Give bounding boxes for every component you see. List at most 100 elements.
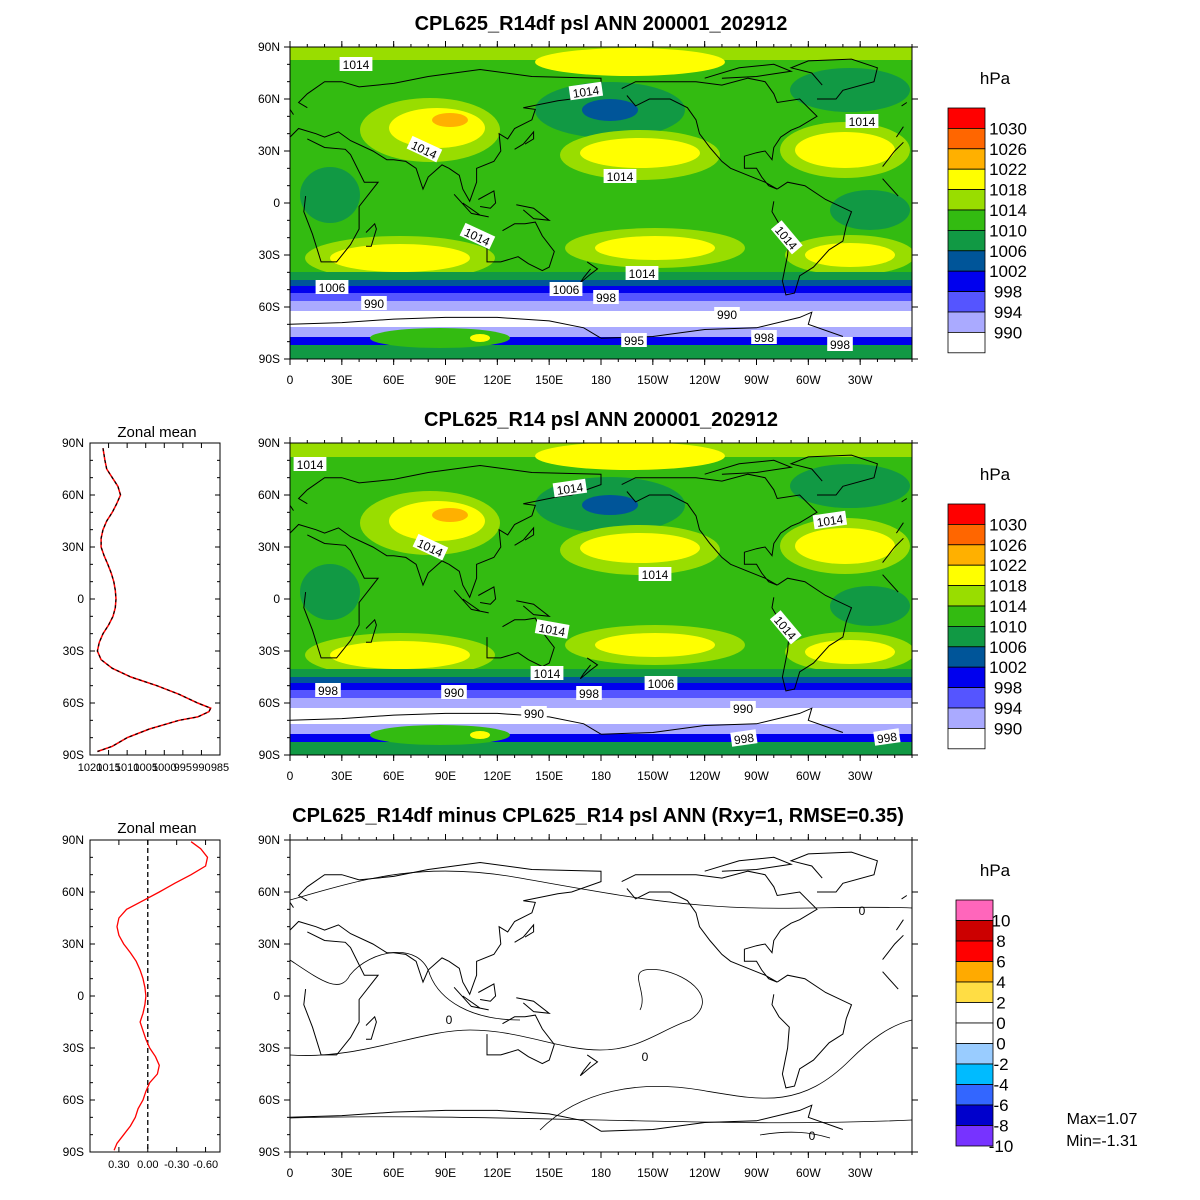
lat-tick-label: 30S	[259, 644, 280, 658]
lon-tick-label: 0	[287, 1166, 294, 1180]
contour-label-bg	[293, 457, 327, 471]
panel-2: CPL625_R14 psl ANN 200001_202912	[258, 409, 1027, 783]
contour-label: 0	[859, 904, 866, 918]
contour-label: 990	[361, 296, 387, 311]
contour-label: 998	[576, 686, 602, 701]
contour-label-bg	[845, 114, 879, 128]
colorbar-label: 1022	[989, 556, 1027, 575]
colorbar-swatch	[947, 229, 986, 252]
coastline	[882, 141, 904, 167]
contour-label-text: 998	[830, 338, 850, 352]
colorbar-label: 2	[996, 994, 1005, 1013]
lon-tick-label: 60E	[383, 769, 404, 783]
colorbar-label: -4	[993, 1076, 1008, 1095]
panel-3-map-axes: 90N 60N 30N 0 30S 60S 90S 0 30E 60E 90E 120E 150E 180…	[258, 833, 918, 1180]
colorbar-swatch	[947, 544, 986, 566]
contour-label-bg	[644, 676, 678, 690]
coastline	[579, 261, 599, 284]
coastline	[290, 712, 602, 735]
contour-label-bg	[521, 706, 547, 720]
lat-tick-label: 90S	[259, 748, 280, 762]
zm-lat-label: 30N	[62, 937, 84, 951]
contour-label-text: 1014	[642, 568, 669, 582]
contour-label-bg	[621, 333, 647, 347]
contour-label-text: 998	[733, 731, 755, 748]
lon-tick-label: 30W	[848, 373, 873, 387]
colorbar-label: 6	[996, 953, 1005, 972]
lon-tick-label: 150W	[637, 769, 669, 783]
contour-label-text: 0	[446, 1013, 453, 1027]
contour-label-text: 990	[717, 308, 737, 322]
colorbar-swatch	[947, 646, 986, 668]
colorbar-swatch	[955, 1084, 994, 1106]
lon-tick-label: 0	[287, 769, 294, 783]
colorbar-label: -8	[993, 1117, 1008, 1136]
contour-label: 1014	[534, 619, 570, 639]
panel-2-map-fill	[290, 443, 912, 755]
contour-label: 1014	[530, 666, 564, 681]
lon-tick-label: 30W	[848, 769, 873, 783]
contour-label-bg	[361, 296, 387, 310]
coastline	[516, 600, 551, 617]
coastline	[600, 707, 844, 735]
zm-lat-label: 90S	[63, 1145, 84, 1159]
colorbar-swatch	[947, 209, 986, 231]
coastline	[453, 986, 489, 1011]
panel-3-contour-labels: 0 0 0 0	[446, 904, 866, 1143]
panel-3: CPL625_R14df minus CPL625_R14 psl ANN (R…	[258, 805, 1138, 1180]
zm-series-diff	[113, 841, 209, 1151]
contour-label: 1014	[552, 478, 588, 498]
colorbar-label: 8	[996, 932, 1005, 951]
panel-3-min-stat: Min=-1.31	[1066, 1133, 1138, 1150]
colorbar-swatch	[947, 331, 986, 354]
colorbar-swatch	[947, 524, 986, 546]
colorbar-swatch	[955, 1125, 994, 1147]
coastline	[453, 589, 489, 614]
contour-label: 998	[315, 683, 341, 698]
panel-2-map-axes: 90N 60N 30N 0 30S 60S 90S 0 30E 60E 90E 120E 150E 180…	[258, 436, 918, 783]
contour-label-text: 1014	[607, 170, 634, 184]
coastline	[789, 454, 878, 496]
coastline	[901, 498, 908, 503]
contour-label-text: 998	[596, 291, 616, 305]
colorbar-label: 994	[994, 303, 1022, 322]
contour-label: 1006	[315, 280, 349, 295]
contour-label: 998	[827, 337, 853, 352]
coastline	[895, 522, 904, 534]
lon-tick-label: 60E	[383, 1166, 404, 1180]
panel-2-title: CPL625_R14 psl ANN 200001_202912	[424, 409, 778, 431]
panel-1: CPL625_R14df psl ANN 200001_202912	[258, 13, 1027, 387]
colorbar-swatch	[955, 920, 994, 942]
coastline	[621, 473, 818, 586]
lat-tick-label: 60N	[258, 488, 280, 502]
lon-tick-label: 150E	[535, 769, 563, 783]
colorbar-swatch	[955, 1022, 994, 1044]
coastline	[453, 193, 489, 218]
contour-label-bg	[549, 282, 583, 296]
contour-label-text: 1014	[534, 667, 561, 681]
lon-tick-label: 30E	[331, 1166, 352, 1180]
contour-label: 998	[593, 290, 619, 305]
colorbar-label: -2	[993, 1055, 1008, 1074]
lon-tick-label: 150E	[535, 373, 563, 387]
contour-label-text: 990	[444, 686, 464, 700]
coastline	[704, 856, 793, 872]
colorbar-label: 990	[994, 323, 1022, 342]
colorbar-label: 1010	[989, 221, 1027, 240]
lat-tick-label: 60N	[258, 885, 280, 899]
contour-label-bg	[315, 280, 349, 294]
coastline	[478, 983, 497, 1002]
contour-label-bg	[576, 686, 602, 700]
zm-lat-label: 60N	[62, 885, 84, 899]
colorbar-swatch	[955, 899, 994, 921]
colorbar-swatch	[955, 1043, 994, 1065]
colorbar-label: 1002	[989, 658, 1027, 677]
zm-lat-label: 90S	[63, 748, 84, 762]
lat-tick-label: 0	[273, 196, 280, 210]
colorbar-swatch	[947, 270, 986, 293]
lon-tick-label: 150E	[535, 1166, 563, 1180]
contour-label: 990	[521, 706, 547, 721]
panel-1-title: CPL625_R14df psl ANN 200001_202912	[415, 13, 788, 35]
